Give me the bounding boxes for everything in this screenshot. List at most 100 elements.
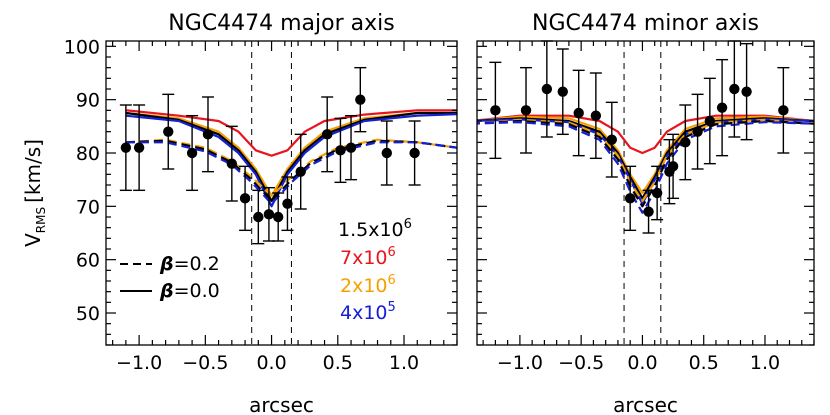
y-axis-label: VRMS [km/s] bbox=[21, 139, 48, 247]
beta-symbol: β bbox=[159, 253, 174, 275]
data-marker bbox=[729, 83, 740, 95]
y-tick-label: 90 bbox=[76, 90, 100, 112]
data-marker bbox=[239, 193, 251, 204]
data-point bbox=[119, 104, 132, 192]
legend-value: =0.2 bbox=[174, 253, 220, 275]
x-tick-label: −1.0 bbox=[116, 352, 162, 374]
x-tick-label: 0.0 bbox=[627, 352, 657, 374]
x-tick-label: 0.5 bbox=[689, 352, 719, 374]
y-tick-label: 60 bbox=[76, 250, 100, 272]
data-marker bbox=[557, 86, 568, 97]
data-marker bbox=[643, 206, 654, 217]
mass-base: 2x10 bbox=[340, 275, 388, 297]
data-point bbox=[380, 120, 393, 186]
legend-value: =0.0 bbox=[174, 280, 220, 302]
data-marker bbox=[272, 211, 284, 223]
data-marker bbox=[295, 166, 306, 177]
x-axis-label: arcsec bbox=[249, 393, 314, 415]
data-point bbox=[334, 117, 347, 184]
model-curve-1 bbox=[477, 115, 814, 195]
plot-frame bbox=[476, 40, 815, 346]
panel-major-axis: NGC4474 major axis −1.0 −0.5 0.0 0.5 1.0 arcse… bbox=[64, 11, 458, 415]
model-curve-3 bbox=[125, 113, 457, 208]
y-label-main: V bbox=[21, 233, 45, 247]
data-marker bbox=[778, 105, 789, 116]
mass-exponent: 6 bbox=[404, 217, 412, 232]
observations bbox=[489, 40, 790, 234]
data-marker bbox=[573, 107, 584, 119]
panel-minor-axis: NGC4474 minor axis −1.0 −0.5 0.0 0.5 1.0 arcse… bbox=[476, 11, 815, 415]
mass-base: 7x10 bbox=[340, 247, 388, 269]
data-marker bbox=[263, 209, 275, 220]
data-point bbox=[225, 125, 238, 202]
data-marker bbox=[409, 147, 420, 159]
model-curve-1 bbox=[125, 111, 457, 197]
data-point bbox=[133, 104, 146, 192]
model-curve-0 bbox=[477, 114, 814, 155]
data-point bbox=[703, 77, 716, 165]
data-marker bbox=[355, 94, 366, 105]
observations bbox=[119, 66, 421, 245]
model-curve-6 bbox=[477, 121, 814, 214]
data-marker bbox=[692, 126, 703, 137]
x-tick-label: −0.5 bbox=[182, 352, 228, 374]
data-marker bbox=[490, 105, 501, 116]
data-point bbox=[667, 133, 680, 200]
y-tick-label: 100 bbox=[64, 36, 100, 58]
data-point bbox=[777, 66, 790, 154]
data-point bbox=[691, 93, 704, 170]
legend-mass: 7x106 bbox=[340, 245, 396, 269]
data-marker bbox=[590, 110, 602, 121]
panel-title: NGC4474 major axis bbox=[168, 11, 394, 36]
data-marker bbox=[520, 105, 532, 116]
data-point bbox=[605, 101, 618, 178]
x-tick-label: −1.0 bbox=[497, 352, 543, 374]
data-marker bbox=[321, 129, 333, 140]
data-point bbox=[489, 61, 502, 160]
y-tick-label: 50 bbox=[76, 303, 100, 325]
data-point bbox=[321, 96, 334, 173]
data-marker bbox=[741, 86, 752, 97]
beta-symbol: β bbox=[159, 280, 174, 302]
model-curve-5 bbox=[125, 139, 457, 203]
model-curve-6 bbox=[125, 141, 457, 205]
x-tick-label: 0.5 bbox=[323, 352, 353, 374]
data-marker bbox=[541, 83, 553, 95]
data-point bbox=[162, 93, 175, 170]
data-marker bbox=[381, 147, 392, 159]
legend-mass: 4x105 bbox=[340, 300, 396, 324]
data-point bbox=[556, 48, 569, 136]
data-point bbox=[252, 189, 265, 245]
data-point bbox=[272, 192, 285, 242]
data-point bbox=[186, 114, 199, 192]
data-point bbox=[728, 40, 741, 138]
data-marker bbox=[120, 142, 132, 153]
data-point bbox=[716, 58, 729, 157]
x-tick-label: 1.0 bbox=[750, 352, 780, 374]
data-marker bbox=[345, 142, 357, 153]
data-point bbox=[281, 176, 294, 232]
mass-base: 1.5x10 bbox=[338, 219, 404, 241]
data-marker bbox=[282, 198, 293, 209]
data-marker bbox=[651, 187, 663, 199]
mass-exponent: 6 bbox=[388, 245, 396, 260]
y-axis bbox=[477, 45, 814, 346]
model-curves bbox=[125, 109, 457, 208]
data-point bbox=[624, 165, 637, 232]
data-point bbox=[572, 69, 585, 157]
data-marker bbox=[606, 134, 617, 145]
data-marker bbox=[253, 211, 264, 223]
model-curves bbox=[477, 114, 814, 214]
y-axis: 50 60 70 80 90 100 bbox=[64, 36, 457, 346]
x-axis: −1.0 −0.5 0.0 0.5 1.0 arcsec bbox=[112, 41, 458, 415]
data-marker bbox=[163, 126, 174, 137]
data-marker bbox=[680, 137, 691, 148]
model-curve-0 bbox=[125, 109, 457, 157]
data-point bbox=[294, 133, 307, 210]
legend-mass: 1.5x106 bbox=[338, 217, 412, 241]
data-marker bbox=[667, 161, 679, 172]
legend-label: β=0.0 bbox=[159, 280, 220, 302]
data-point bbox=[679, 104, 692, 181]
data-point bbox=[540, 40, 553, 138]
